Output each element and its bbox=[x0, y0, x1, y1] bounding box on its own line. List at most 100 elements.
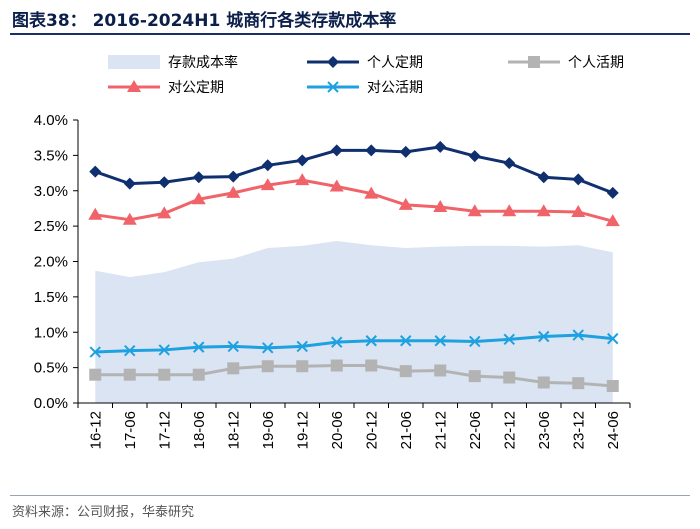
legend-label: 对公活期 bbox=[367, 80, 423, 96]
data-point bbox=[503, 157, 516, 170]
data-point bbox=[606, 380, 619, 393]
y-tick-label: 1.5% bbox=[34, 289, 68, 306]
data-point bbox=[364, 186, 379, 199]
x-tick-label: 18-06 bbox=[191, 411, 208, 449]
y-tick-label: 2.5% bbox=[34, 218, 68, 235]
y-tick-label: 0.0% bbox=[34, 395, 68, 412]
x-tick-label: 17-12 bbox=[156, 411, 173, 449]
data-point bbox=[262, 342, 274, 354]
data-point bbox=[365, 335, 377, 347]
data-point bbox=[261, 360, 274, 373]
legend-label: 对公定期 bbox=[168, 80, 224, 96]
data-point bbox=[468, 150, 481, 163]
x-tick-label: 24-06 bbox=[605, 411, 622, 449]
data-point bbox=[502, 204, 517, 217]
chart-title: 图表38： 2016-2024H1 城商行各类存款成本率 bbox=[12, 11, 397, 31]
data-point bbox=[123, 368, 136, 381]
data-point bbox=[468, 370, 481, 383]
data-point bbox=[365, 359, 378, 372]
y-tick-label: 4.0% bbox=[34, 112, 68, 129]
data-point bbox=[605, 214, 620, 227]
data-point bbox=[572, 173, 585, 186]
legend-swatch bbox=[108, 55, 160, 69]
data-point bbox=[330, 359, 343, 372]
x-tick-label: 19-06 bbox=[260, 411, 277, 449]
data-point bbox=[193, 341, 205, 353]
legend-label: 存款成本率 bbox=[168, 54, 238, 71]
series-area-deposit-cost bbox=[95, 240, 613, 403]
x-tick-label: 23-12 bbox=[570, 411, 587, 449]
data-point bbox=[192, 171, 205, 184]
data-point bbox=[296, 360, 309, 373]
data-point bbox=[606, 186, 619, 199]
x-tick-label: 20-06 bbox=[329, 411, 346, 449]
x-tick-label: 17-06 bbox=[122, 411, 139, 449]
data-point bbox=[158, 368, 171, 381]
data-point bbox=[329, 179, 344, 192]
legend-item: 个人定期 bbox=[307, 55, 423, 71]
data-point bbox=[538, 330, 550, 343]
data-point bbox=[330, 144, 343, 157]
legend-marker bbox=[327, 56, 339, 68]
legend-label: 个人定期 bbox=[367, 55, 423, 71]
data-point bbox=[365, 144, 378, 157]
data-point bbox=[226, 185, 241, 198]
data-point bbox=[398, 197, 413, 210]
data-point bbox=[399, 145, 412, 158]
data-point bbox=[607, 332, 619, 345]
x-tick-label: 19-12 bbox=[294, 411, 311, 449]
data-point bbox=[572, 329, 584, 341]
data-point bbox=[571, 204, 586, 217]
series-line-3 bbox=[95, 178, 614, 223]
legend-item: 个人活期 bbox=[508, 55, 624, 71]
data-point bbox=[122, 212, 137, 225]
data-point bbox=[433, 200, 448, 213]
data-point bbox=[88, 207, 103, 220]
data-point bbox=[434, 364, 447, 377]
x-tick-label: 23-06 bbox=[536, 411, 553, 449]
data-point bbox=[192, 368, 205, 381]
data-point bbox=[261, 159, 274, 172]
data-point bbox=[123, 177, 136, 190]
data-point bbox=[89, 165, 102, 178]
x-tick-label: 21-06 bbox=[398, 411, 415, 449]
data-point bbox=[295, 173, 310, 186]
series-line-4 bbox=[95, 333, 613, 354]
x-tick-label: 21-12 bbox=[432, 411, 449, 449]
legend-item: 存款成本率 bbox=[108, 54, 238, 71]
data-point bbox=[503, 333, 515, 346]
y-tick-label: 1.0% bbox=[34, 324, 68, 341]
x-tick-label: 18-12 bbox=[225, 411, 242, 449]
legend-item: 对公定期 bbox=[108, 80, 224, 96]
data-point bbox=[400, 335, 412, 347]
data-point bbox=[260, 178, 275, 191]
y-tick-label: 3.5% bbox=[34, 147, 68, 164]
data-point bbox=[572, 377, 585, 390]
legend-marker bbox=[127, 80, 141, 92]
data-point bbox=[124, 344, 136, 357]
data-point bbox=[89, 368, 102, 381]
x-tick-label: 16-12 bbox=[87, 411, 104, 449]
data-point bbox=[537, 376, 550, 389]
source-divider bbox=[10, 495, 690, 496]
data-point bbox=[158, 344, 170, 356]
y-tick-label: 0.5% bbox=[34, 360, 68, 377]
data-point bbox=[536, 204, 551, 217]
legend-label: 个人活期 bbox=[568, 55, 624, 71]
data-point bbox=[227, 362, 240, 375]
legend-marker bbox=[528, 56, 540, 68]
y-tick-label: 2.0% bbox=[34, 254, 68, 271]
data-point bbox=[469, 335, 481, 348]
data-point bbox=[467, 204, 482, 217]
data-point bbox=[434, 335, 446, 347]
data-point bbox=[158, 176, 171, 189]
source-note: 资料来源：公司财报，华泰研究 bbox=[12, 505, 195, 520]
data-point bbox=[503, 371, 516, 384]
title-divider bbox=[10, 33, 690, 35]
data-point bbox=[227, 170, 240, 183]
x-tick-label: 22-12 bbox=[501, 411, 518, 449]
data-point bbox=[89, 346, 101, 358]
data-point bbox=[191, 192, 206, 205]
data-point bbox=[227, 340, 239, 353]
